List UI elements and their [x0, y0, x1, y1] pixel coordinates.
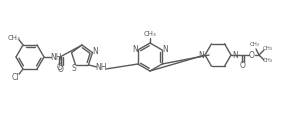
Text: N: N	[162, 44, 168, 53]
Text: S: S	[71, 64, 76, 73]
Text: O: O	[58, 64, 64, 73]
Text: NH: NH	[50, 53, 62, 62]
Text: CH₃: CH₃	[143, 31, 156, 37]
Text: NH: NH	[96, 63, 107, 72]
Text: N: N	[198, 51, 204, 60]
Text: O: O	[57, 62, 63, 71]
Text: CH₃: CH₃	[8, 35, 20, 41]
Text: CH₃: CH₃	[263, 46, 273, 51]
Text: N: N	[132, 44, 138, 53]
Text: Cl: Cl	[11, 73, 19, 82]
Text: O: O	[240, 60, 246, 69]
Text: N: N	[93, 47, 98, 56]
Text: CH₃: CH₃	[250, 42, 260, 48]
Text: N: N	[232, 51, 238, 60]
Text: O: O	[249, 51, 255, 60]
Text: CH₃: CH₃	[263, 58, 273, 64]
